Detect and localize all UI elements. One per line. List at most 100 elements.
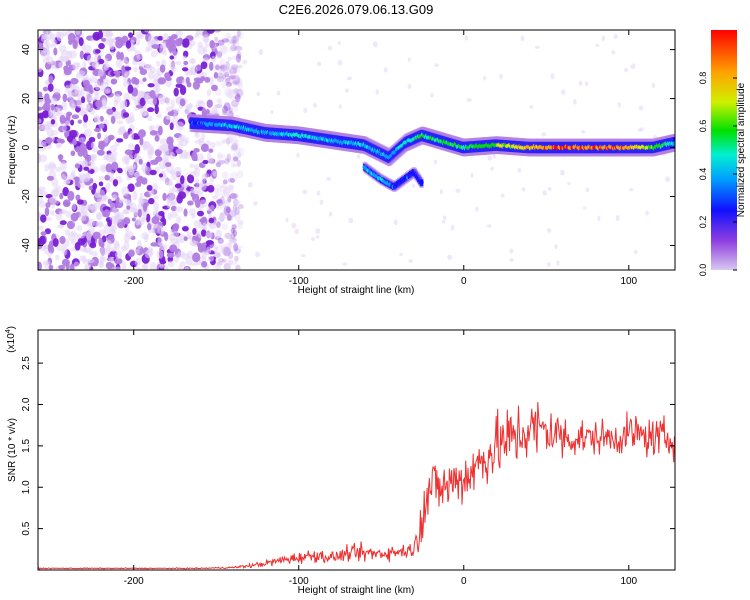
noise-blob [78,37,84,47]
noise-blob [39,154,48,163]
noise-blob [70,77,79,85]
noise-blob [123,240,130,251]
noise-blob [159,243,168,251]
noise-speck [529,104,534,109]
noise-speck [303,107,308,114]
noise-blob [70,230,76,237]
noise-blob [232,205,237,212]
noise-blob [144,94,149,103]
noise-blob [44,43,50,54]
noise-blob [231,104,239,112]
noise-blob [151,39,160,45]
noise-blob [226,153,232,162]
noise-speck [399,252,403,257]
noise-blob [38,140,44,149]
noise-speck [582,206,587,210]
noise-blob [165,97,171,106]
noise-speck [630,63,636,70]
noise-blob [221,80,227,89]
noise-blob [65,120,71,126]
noise-blob [149,169,157,176]
noise-blob [113,70,121,75]
noise-speck [517,168,522,173]
noise-blob [157,77,166,85]
noise-blob [150,159,159,165]
noise-blob [216,152,223,160]
noise-blob [214,236,222,241]
noise-blob [66,111,73,117]
noise-blob [222,187,230,197]
noise-blob [159,44,166,55]
noise-blob [147,223,152,231]
noise-blob [217,98,223,108]
noise-blob [138,158,143,165]
noise-blob [134,143,140,154]
noise-blob [204,43,210,48]
x-tick-label: -100 [289,276,309,287]
noise-speck [581,130,586,134]
noise-blob [234,78,241,84]
snr-scale-label: (x104) [5,326,17,353]
noise-blob [231,35,240,44]
noise-blob [38,186,46,192]
noise-blob [40,231,47,236]
noise-blob [47,161,56,172]
x-tick-label: 0 [461,276,467,287]
noise-blob [190,188,195,194]
noise-blob [225,242,232,251]
noise-blob [206,157,215,164]
noise-speck [665,176,671,182]
noise-blob [200,229,207,237]
noise-speck [221,139,226,144]
noise-speck [615,215,620,221]
noise-blob [42,86,49,92]
noise-blob [38,244,46,251]
noise-blob [189,66,194,76]
noise-blob [211,84,218,92]
noise-blob [133,78,140,85]
noise-blob [58,264,66,270]
noise-blob [139,136,144,146]
noise-blob [170,210,179,218]
noise-speck [407,57,411,62]
noise-blob [50,209,55,216]
noise-blob [224,232,233,239]
noise-blob [57,224,64,229]
noise-blob [86,172,92,180]
noise-blob [229,171,238,182]
noise-blob [64,84,70,94]
noise-blob [149,89,156,99]
noise-blob [201,260,208,268]
noise-blob [134,171,141,178]
noise-blob [234,65,240,74]
noise-speck [542,190,547,196]
noise-blob [38,66,43,73]
noise-blob [85,104,91,112]
svg-text:(x104): (x104) [5,326,17,353]
noise-blob [174,38,183,47]
noise-blob [222,105,228,114]
noise-blob [183,208,188,217]
noise-blob [149,125,155,131]
noise-blob [95,49,101,54]
noise-blob [105,182,111,192]
noise-blob [224,264,232,270]
noise-blob [42,260,51,266]
signal-core [419,179,424,185]
noise-blob [229,67,236,75]
noise-blob [127,84,134,94]
noise-blob [61,258,70,267]
noise-blob [38,261,42,270]
noise-blob [227,213,232,222]
noise-blob [100,85,105,92]
noise-blob [46,56,54,65]
noise-blob [72,138,77,146]
noise-blob [216,76,224,83]
noise-blob [44,216,52,222]
noise-blob [221,246,230,257]
noise-blob [200,133,206,141]
noise-speck [492,153,496,159]
noise-blob [236,88,244,98]
noise-blob [63,180,71,186]
noise-blob [228,208,235,216]
